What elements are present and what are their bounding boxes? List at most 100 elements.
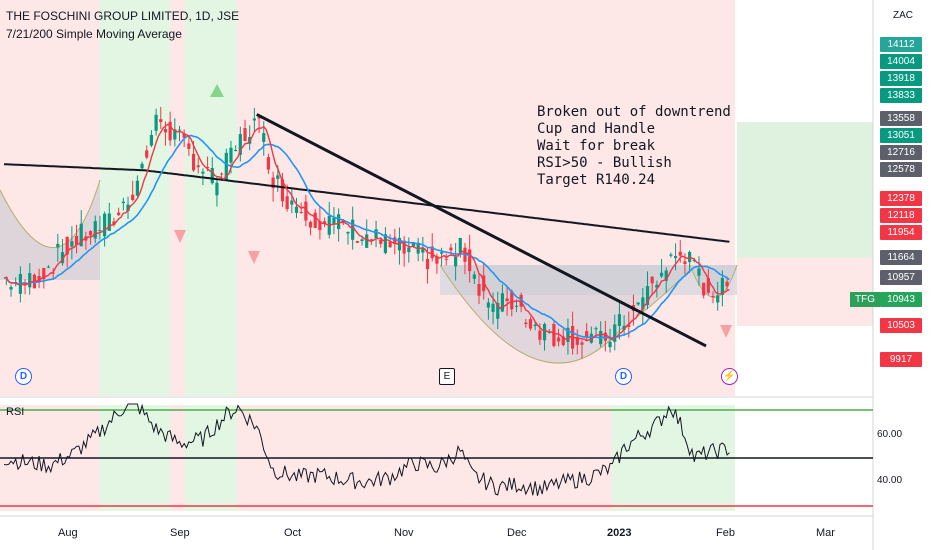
candle-body (168, 121, 172, 141)
sma-200-line (3, 163, 730, 243)
candle-body (505, 298, 509, 302)
candle-body (187, 143, 191, 149)
sell-signal-marker (174, 230, 186, 243)
candle-body (411, 243, 416, 246)
candle-body (425, 258, 430, 270)
candle-body (683, 261, 687, 264)
candle-body (234, 149, 238, 152)
time-axis-label: Mar (816, 527, 835, 539)
candle-body (706, 278, 710, 293)
candle-body (627, 324, 631, 327)
candle-body (318, 221, 322, 231)
candle-body (486, 302, 490, 308)
candle-body (112, 221, 116, 225)
candle-body (365, 234, 369, 248)
candle-body (346, 231, 350, 234)
candle-body (697, 268, 701, 276)
flash-event-badge[interactable]: ⚡ (721, 368, 738, 385)
candle-body (135, 180, 139, 196)
price-axis-label: 12716 (880, 145, 922, 160)
price-axis-label: 12578 (880, 162, 922, 177)
earnings-event-badge[interactable]: E (439, 368, 455, 385)
annotation-line: RSI>50 - Bullish (537, 155, 672, 171)
candle-body (528, 319, 533, 329)
price-axis-label: 14004 (880, 54, 922, 69)
candle-body (9, 287, 13, 290)
candle-body (154, 114, 158, 131)
candle-body (482, 275, 486, 292)
candle-body (360, 239, 364, 242)
candle-body (220, 173, 224, 175)
candle-body (117, 212, 121, 216)
rsi-line (3, 403, 730, 496)
candle-body (224, 152, 228, 180)
candle-body (215, 182, 219, 196)
candle-body (229, 147, 233, 163)
time-axis-label: 2023 (607, 527, 632, 539)
candle-body (290, 200, 294, 205)
candle-body (140, 163, 144, 169)
candle-body (79, 223, 83, 247)
candle-body (341, 220, 345, 224)
dividend-event-badge[interactable]: D (15, 368, 32, 385)
candle-body (444, 258, 448, 260)
candle-body (262, 133, 266, 142)
candle-body (374, 229, 378, 239)
price-axis-label: 9917 (880, 352, 922, 367)
price-axis-label: 10943 (880, 292, 922, 307)
candle-body (421, 248, 425, 253)
price-axis-label: 10957 (880, 270, 922, 285)
candle-body (337, 214, 341, 229)
candle-body (294, 206, 299, 213)
candle-body (42, 267, 46, 280)
rsi-axis-label: 40.00 (877, 475, 903, 486)
candle-body (430, 246, 434, 259)
time-axis-label: Dec (507, 527, 527, 539)
time-axis-label: Aug (58, 527, 78, 539)
chart-subtitle: 7/21/200 Simple Moving Average (6, 27, 182, 41)
candle-body (70, 241, 74, 247)
price-axis-label: 13558 (880, 111, 922, 126)
candle-body (383, 234, 388, 253)
candle-body (107, 213, 111, 231)
candle-body (257, 117, 261, 119)
candle-body (201, 171, 205, 174)
candle-body (650, 276, 654, 284)
candle-body (37, 275, 41, 282)
candle-body (299, 211, 303, 213)
candle-body (622, 325, 626, 330)
candle-body (491, 303, 495, 312)
price-axis-label: 11954 (880, 225, 922, 240)
price-axis-label: 11664 (880, 250, 922, 265)
currency-label: ZAC (893, 10, 913, 21)
buy-signal-marker (210, 84, 224, 97)
candle-body (196, 165, 200, 168)
candle-body (566, 327, 570, 342)
candle-body (191, 153, 196, 171)
target-zone (737, 122, 873, 258)
candle-body (435, 256, 439, 264)
sell-signal-marker (248, 251, 260, 264)
candle-body (613, 324, 617, 342)
candle-body (449, 247, 453, 251)
candle-body (458, 237, 462, 253)
dividend-event-badge[interactable]: D (615, 368, 632, 385)
candle-body (210, 168, 214, 184)
candle-body (177, 129, 182, 131)
candle-body (88, 231, 93, 236)
candle-body (617, 314, 622, 326)
candle-body (243, 128, 247, 141)
candle-body (556, 337, 561, 342)
candle-body (355, 241, 359, 243)
price-axis-label: 12118 (880, 208, 922, 223)
candle-body (720, 278, 724, 295)
candle-body (149, 135, 154, 146)
candle-body (159, 119, 163, 122)
candle-body (145, 150, 149, 158)
candle-body (500, 293, 505, 312)
candle-body (673, 256, 678, 259)
price-axis-label: 13918 (880, 71, 922, 86)
candle-body (514, 305, 519, 307)
candle-body (472, 274, 476, 279)
candle-body (332, 217, 336, 225)
